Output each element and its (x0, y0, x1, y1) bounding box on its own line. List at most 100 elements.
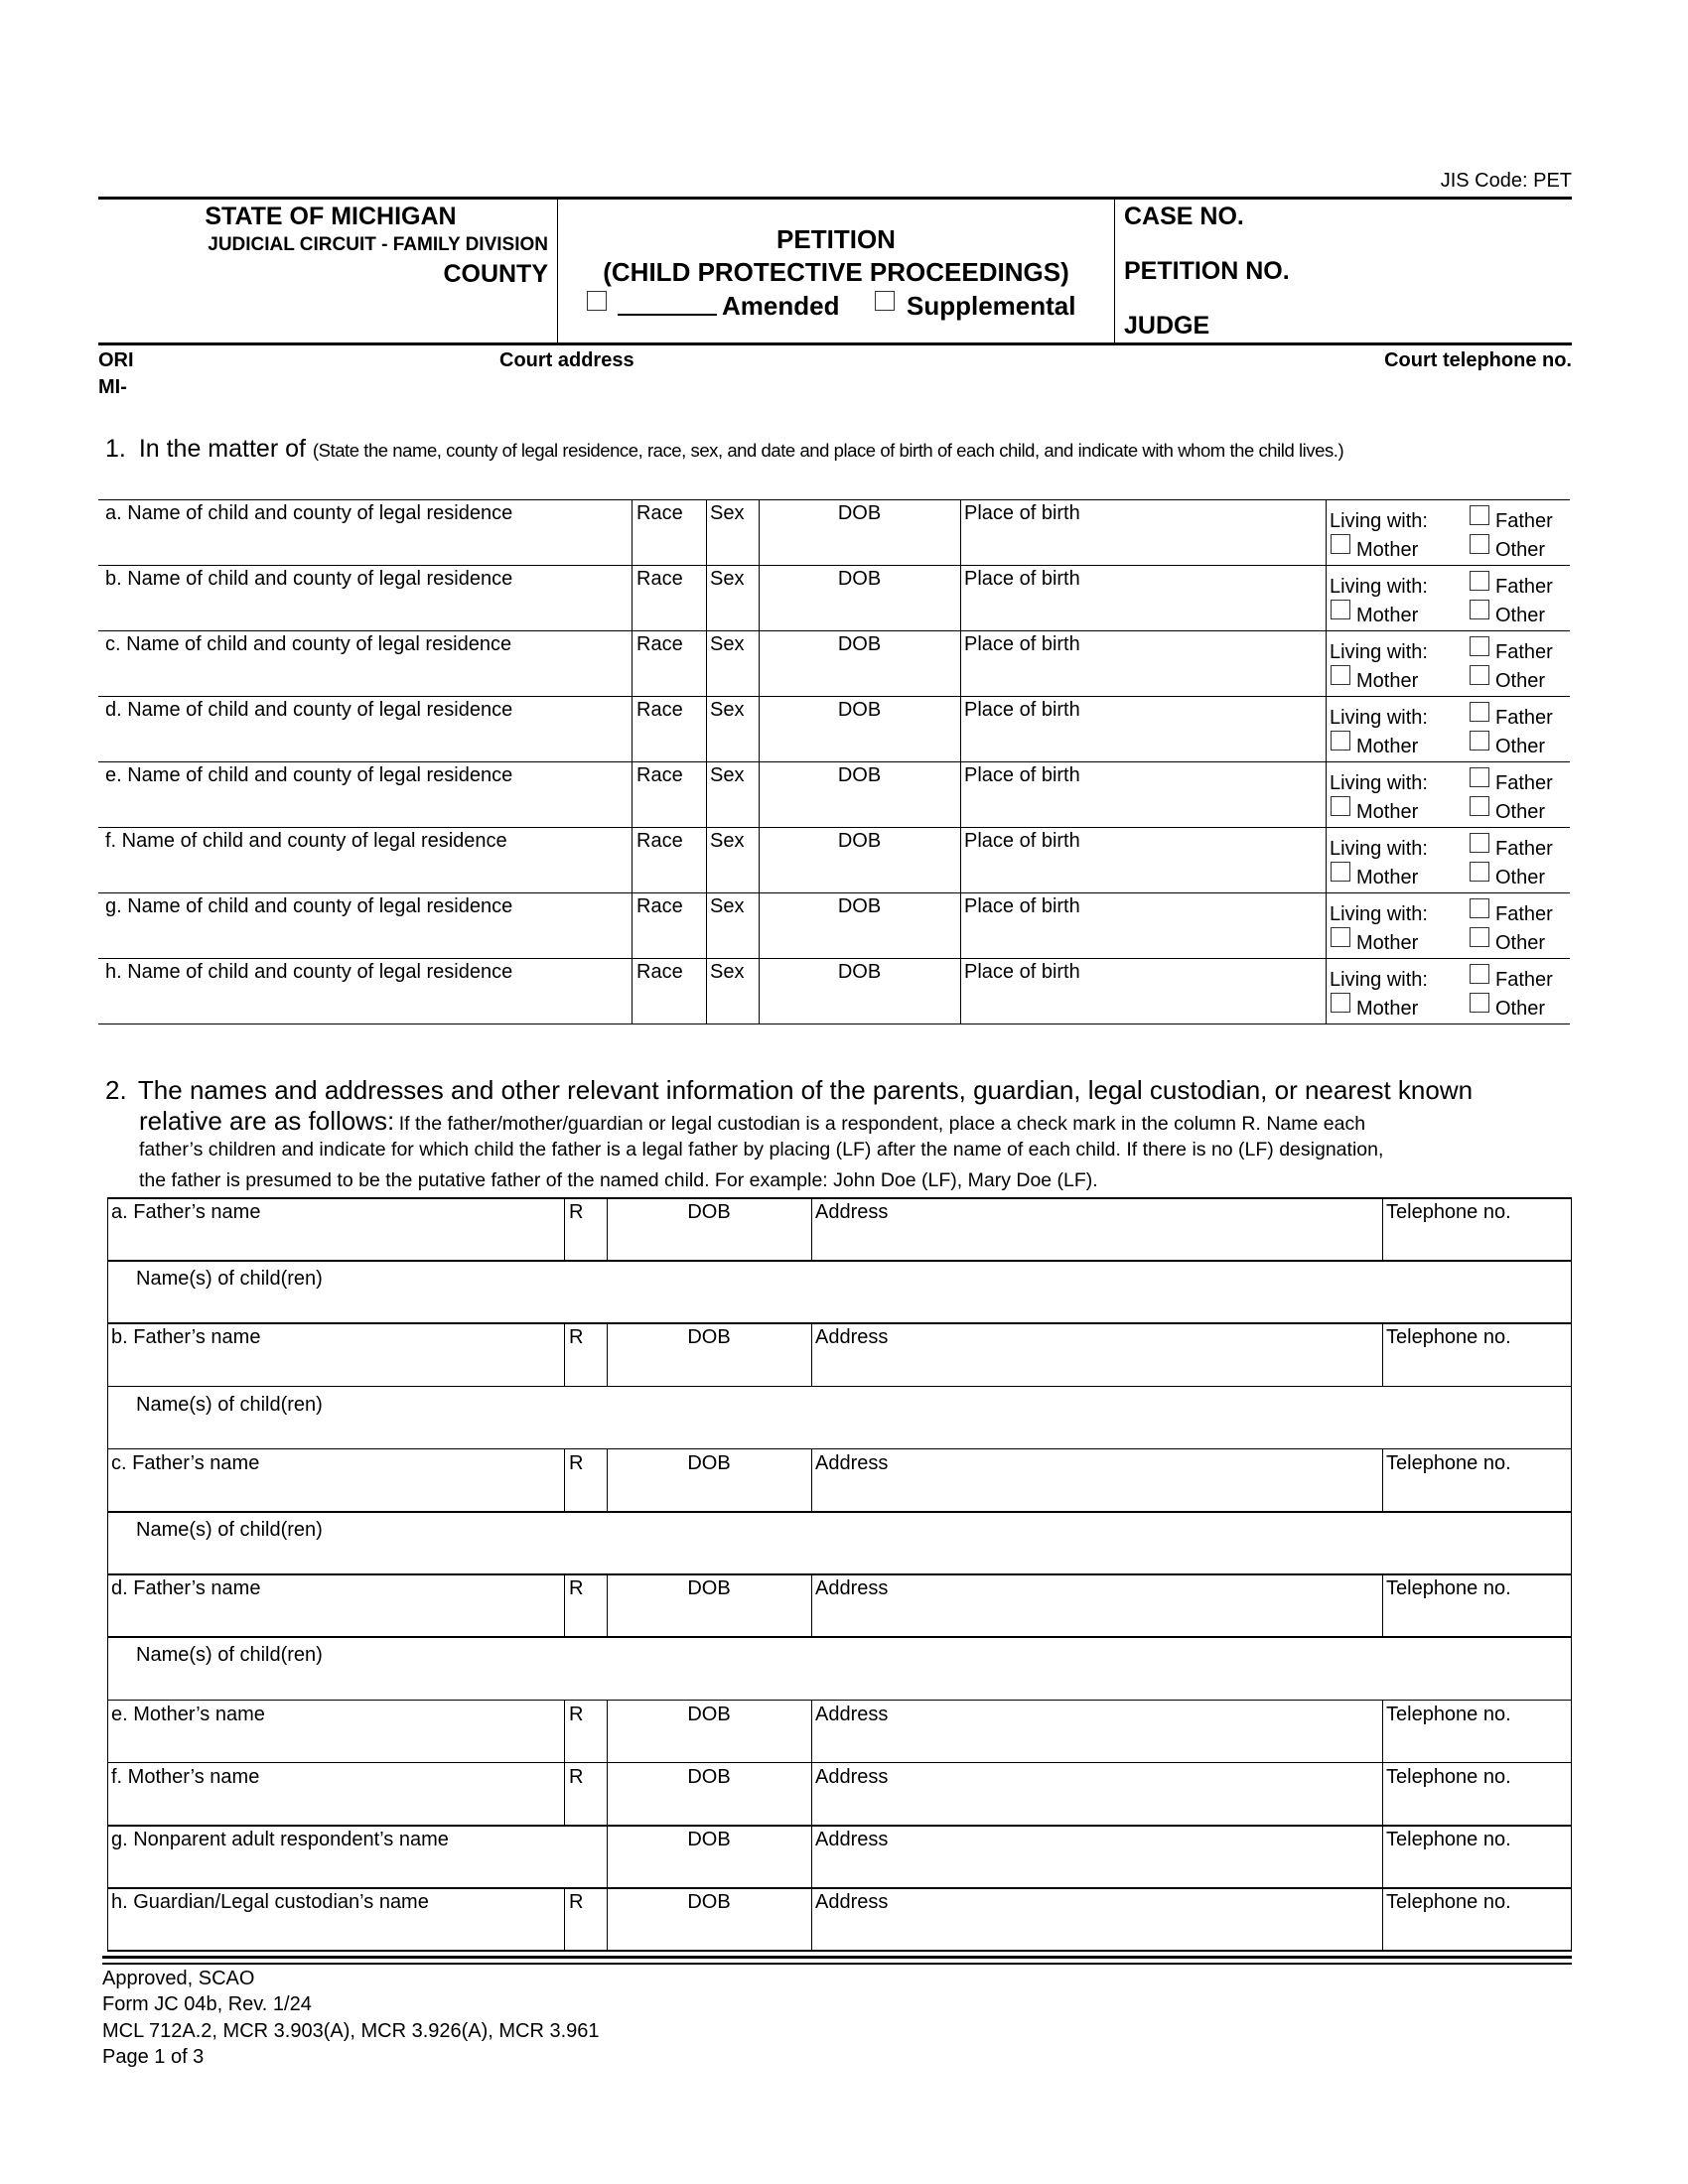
person-name-field[interactable]: b. Father’s name (111, 1326, 261, 1349)
child-name-field[interactable]: g. Name of child and county of legal res… (105, 895, 513, 917)
mother-checkbox[interactable] (1331, 796, 1350, 816)
other-checkbox[interactable] (1470, 927, 1489, 947)
child-name-field[interactable]: f. Name of child and county of legal res… (105, 830, 507, 852)
respondent-r-field[interactable]: R (569, 1703, 584, 1725)
father-checkbox[interactable] (1470, 898, 1489, 918)
father-checkbox[interactable] (1470, 833, 1489, 853)
person-name-field[interactable]: h. Guardian/Legal custodian’s name (111, 1891, 429, 1914)
sex-field[interactable]: Sex (710, 895, 745, 917)
person-name-field[interactable]: a. Father’s name (111, 1201, 261, 1223)
dob-field[interactable]: DOB (837, 961, 882, 983)
dob-field[interactable]: DOB (837, 699, 882, 721)
dob-field[interactable]: DOB (687, 1451, 731, 1474)
address-field[interactable]: Address (815, 1765, 889, 1788)
address-field[interactable]: Address (815, 1201, 889, 1223)
child-name-field[interactable]: b. Name of child and county of legal res… (105, 568, 513, 590)
telephone-field[interactable]: Telephone no. (1386, 1326, 1511, 1349)
child-name-field[interactable]: a. Name of child and county of legal res… (105, 502, 513, 524)
dob-field[interactable]: DOB (837, 830, 882, 852)
dob-field[interactable]: DOB (837, 764, 882, 786)
amended-number-blank[interactable] (618, 314, 717, 316)
other-checkbox[interactable] (1470, 731, 1489, 751)
sex-field[interactable]: Sex (710, 502, 745, 524)
telephone-field[interactable]: Telephone no. (1386, 1703, 1511, 1725)
race-field[interactable]: Race (636, 699, 683, 721)
person-name-field[interactable]: c. Father’s name (111, 1451, 260, 1474)
place-of-birth-field[interactable]: Place of birth (964, 830, 1080, 852)
children-names-field[interactable]: Name(s) of child(ren) (136, 1393, 323, 1416)
other-checkbox[interactable] (1470, 534, 1489, 554)
telephone-field[interactable]: Telephone no. (1386, 1451, 1511, 1474)
person-name-field[interactable]: e. Mother’s name (111, 1703, 265, 1725)
sex-field[interactable]: Sex (710, 699, 745, 721)
respondent-r-field[interactable]: R (569, 1891, 584, 1914)
place-of-birth-field[interactable]: Place of birth (964, 633, 1080, 655)
sex-field[interactable]: Sex (710, 633, 745, 655)
race-field[interactable]: Race (636, 961, 683, 983)
mother-checkbox[interactable] (1331, 927, 1350, 947)
child-name-field[interactable]: c. Name of child and county of legal res… (105, 633, 512, 655)
other-checkbox[interactable] (1470, 796, 1489, 816)
address-field[interactable]: Address (815, 1577, 889, 1600)
mother-checkbox[interactable] (1331, 731, 1350, 751)
child-name-field[interactable]: d. Name of child and county of legal res… (105, 699, 513, 721)
dob-field[interactable]: DOB (837, 502, 882, 524)
place-of-birth-field[interactable]: Place of birth (964, 764, 1080, 786)
dob-field[interactable]: DOB (837, 633, 882, 655)
dob-field[interactable]: DOB (687, 1829, 731, 1850)
mother-checkbox[interactable] (1331, 862, 1350, 882)
mother-checkbox[interactable] (1331, 993, 1350, 1013)
mother-checkbox[interactable] (1331, 600, 1350, 619)
place-of-birth-field[interactable]: Place of birth (964, 699, 1080, 721)
other-checkbox[interactable] (1470, 600, 1489, 619)
address-field[interactable]: Address (815, 1891, 889, 1914)
dob-field[interactable]: DOB (687, 1891, 731, 1914)
place-of-birth-field[interactable]: Place of birth (964, 568, 1080, 590)
dob-field[interactable]: DOB (687, 1577, 731, 1600)
person-name-field[interactable]: g. Nonparent adult respondent’s name (111, 1829, 449, 1850)
children-names-field[interactable]: Name(s) of child(ren) (136, 1519, 323, 1541)
respondent-r-field[interactable]: R (569, 1765, 584, 1788)
telephone-field[interactable]: Telephone no. (1386, 1765, 1511, 1788)
place-of-birth-field[interactable]: Place of birth (964, 961, 1080, 983)
sex-field[interactable]: Sex (710, 568, 745, 590)
respondent-r-field[interactable]: R (569, 1326, 584, 1349)
place-of-birth-field[interactable]: Place of birth (964, 502, 1080, 524)
amended-checkbox[interactable] (587, 291, 607, 311)
respondent-r-field[interactable]: R (569, 1577, 584, 1600)
person-name-field[interactable]: f. Mother’s name (111, 1765, 260, 1788)
father-checkbox[interactable] (1470, 702, 1489, 722)
other-checkbox[interactable] (1470, 862, 1489, 882)
child-name-field[interactable]: e. Name of child and county of legal res… (105, 764, 513, 786)
father-checkbox[interactable] (1470, 636, 1489, 656)
race-field[interactable]: Race (636, 830, 683, 852)
children-names-field[interactable]: Name(s) of child(ren) (136, 1268, 323, 1291)
respondent-r-field[interactable]: R (569, 1451, 584, 1474)
father-checkbox[interactable] (1470, 505, 1489, 525)
child-name-field[interactable]: h. Name of child and county of legal res… (105, 961, 513, 983)
person-name-field[interactable]: d. Father’s name (111, 1577, 261, 1600)
telephone-field[interactable]: Telephone no. (1386, 1201, 1511, 1223)
mother-checkbox[interactable] (1331, 665, 1350, 685)
race-field[interactable]: Race (636, 895, 683, 917)
father-checkbox[interactable] (1470, 767, 1489, 787)
telephone-field[interactable]: Telephone no. (1386, 1577, 1511, 1600)
sex-field[interactable]: Sex (710, 830, 745, 852)
dob-field[interactable]: DOB (687, 1326, 731, 1349)
father-checkbox[interactable] (1470, 571, 1489, 591)
other-checkbox[interactable] (1470, 993, 1489, 1013)
race-field[interactable]: Race (636, 568, 683, 590)
father-checkbox[interactable] (1470, 964, 1489, 984)
dob-field[interactable]: DOB (687, 1765, 731, 1788)
address-field[interactable]: Address (815, 1451, 889, 1474)
dob-field[interactable]: DOB (687, 1703, 731, 1725)
sex-field[interactable]: Sex (710, 764, 745, 786)
dob-field[interactable]: DOB (837, 568, 882, 590)
address-field[interactable]: Address (815, 1829, 889, 1850)
address-field[interactable]: Address (815, 1703, 889, 1725)
respondent-r-field[interactable]: R (569, 1201, 584, 1223)
telephone-field[interactable]: Telephone no. (1386, 1891, 1511, 1914)
telephone-field[interactable]: Telephone no. (1386, 1829, 1511, 1850)
race-field[interactable]: Race (636, 633, 683, 655)
dob-field[interactable]: DOB (687, 1201, 731, 1223)
